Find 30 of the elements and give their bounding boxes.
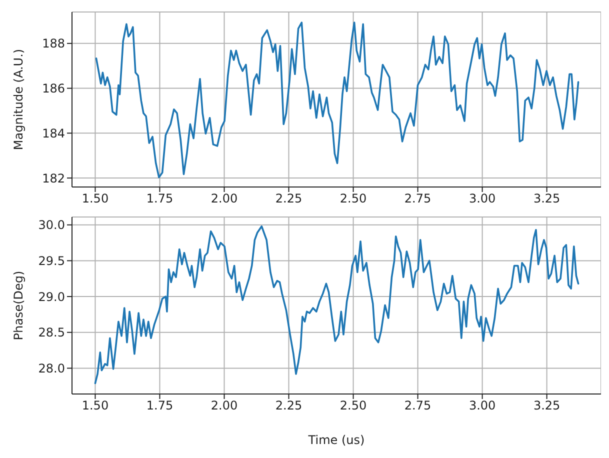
x-tick-label: 2.75 [404,192,432,206]
x-tick-label: 1.50 [82,398,109,413]
x-tick-label: 2.25 [275,398,302,413]
x-tick-label: 2.75 [404,398,432,413]
x-axis-title: Time (us) [307,433,365,447]
x-tick-label: 2.00 [210,398,238,413]
y-tick-label: 184 [42,126,65,140]
x-tick-label: 2.50 [340,192,367,206]
x-tick-label: 3.00 [468,192,496,206]
y-tick-label: 29.5 [38,254,65,268]
line-series [94,225,580,384]
x-tick-label: 3.25 [533,192,560,206]
x-tick-label: 3.25 [533,398,560,413]
y-tick-label: 182 [42,171,65,186]
y-axis-title: Magnitude (A.U.) [11,48,26,150]
y-tick-label: 28.5 [38,326,65,340]
x-tick-label: 2.50 [340,398,367,413]
y-tick-label: 188 [42,36,65,51]
x-tick-label: 1.50 [82,192,109,206]
y-tick-label: 29.0 [38,290,65,304]
line-series [95,22,580,178]
y-tick-label: 186 [42,82,65,96]
y-tick-label: 30.0 [38,218,65,232]
x-tick-label: 1.75 [146,398,174,413]
x-tick-label: 3.00 [468,398,496,413]
x-tick-label: 1.75 [146,192,174,206]
x-tick-label: 2.00 [210,192,238,206]
y-axis-title: Phase(Deg) [11,270,26,340]
x-tick-label: 2.25 [275,192,302,206]
y-tick-label: 28.0 [38,361,65,376]
